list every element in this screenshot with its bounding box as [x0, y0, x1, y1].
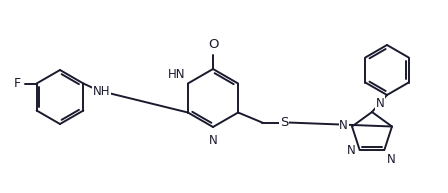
Text: HN: HN	[168, 68, 185, 80]
Text: N: N	[388, 153, 396, 166]
Text: F: F	[13, 77, 21, 90]
Text: NH: NH	[93, 85, 110, 98]
Text: S: S	[280, 116, 289, 129]
Text: N: N	[339, 119, 348, 132]
Text: N: N	[209, 134, 217, 147]
Text: N: N	[376, 97, 385, 110]
Text: O: O	[208, 38, 218, 51]
Text: N: N	[347, 145, 356, 157]
